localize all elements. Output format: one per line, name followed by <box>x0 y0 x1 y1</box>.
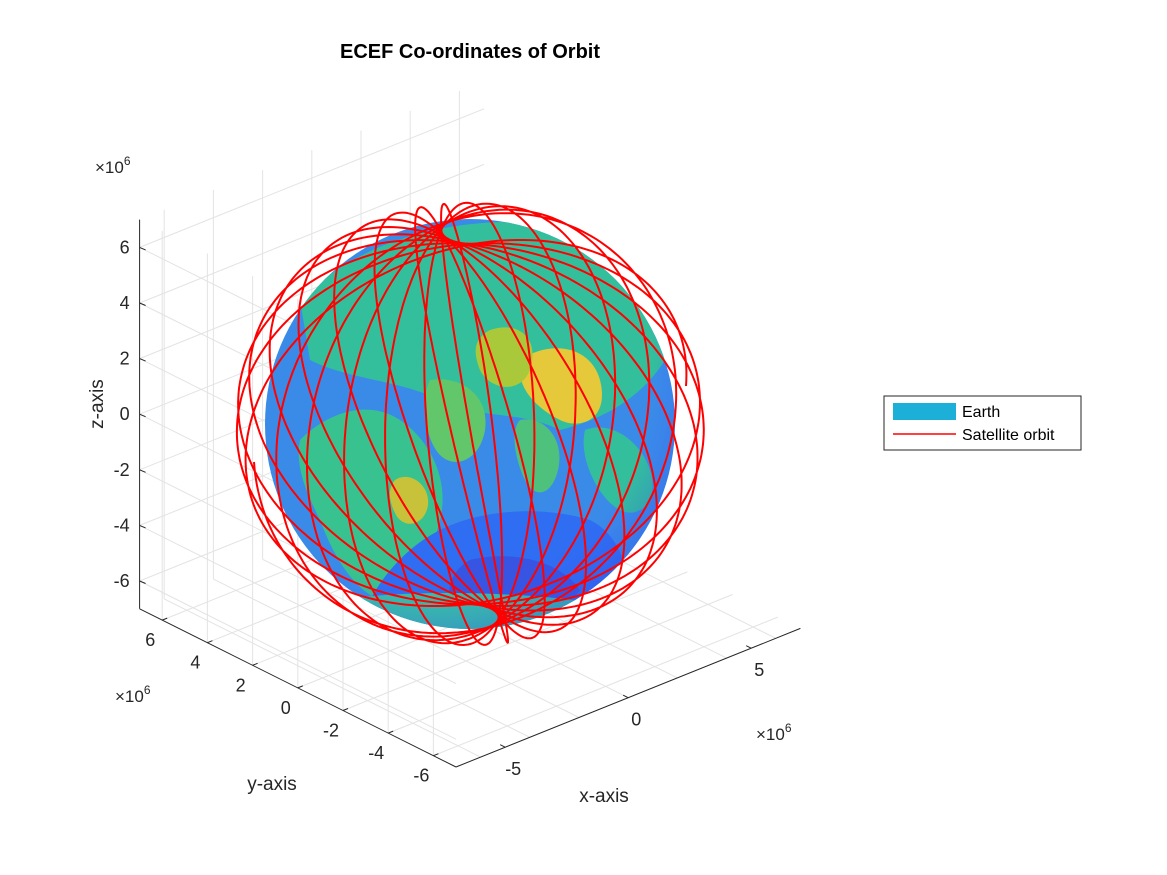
x-tick-mark <box>745 645 752 649</box>
legend-earth-label: Earth <box>962 404 1000 421</box>
y-tick-label: 6 <box>145 630 155 650</box>
x-tick-labels: -5 0 5 <box>499 645 764 779</box>
y-tick-label: 4 <box>190 653 200 673</box>
z-tick-label: -2 <box>114 460 130 480</box>
y-tick-label: -6 <box>413 766 429 786</box>
satellite-orbit-lines <box>235 201 705 647</box>
chart-title: ECEF Co-ordinates of Orbit <box>340 41 600 63</box>
z-tick-label: 4 <box>120 293 130 313</box>
y-tick-mark <box>162 617 168 621</box>
x-exponent-base: ×10 <box>756 725 785 744</box>
y-exponent-base: ×10 <box>115 687 144 706</box>
z-tick-label: 6 <box>120 237 130 257</box>
z-tick-label: -4 <box>114 515 130 535</box>
grid-line <box>139 163 485 304</box>
z-tick-mark <box>139 246 146 251</box>
z-tick-mark <box>139 413 146 418</box>
x-tick-label: 0 <box>631 710 641 730</box>
satellite-orbit-path <box>235 201 705 647</box>
y-exponent-label: ×106 <box>115 683 151 706</box>
z-tick-mark <box>139 469 146 473</box>
y-tick-label: 0 <box>281 698 291 718</box>
y-exponent-power: 6 <box>144 683 151 697</box>
svg-text:×106: ×106 <box>756 721 792 744</box>
z-exponent-base: ×10 <box>95 158 124 177</box>
x-tick-mark <box>499 744 506 748</box>
z-tick-label: -6 <box>114 571 130 591</box>
y-tick-mark <box>388 730 394 734</box>
y-tick-mark <box>207 640 213 644</box>
y-tick-mark <box>342 708 349 711</box>
legend-earth-swatch <box>893 403 956 420</box>
x-tick-mark <box>622 694 629 699</box>
z-exponent-label: ×106 <box>95 154 131 177</box>
x-tick-label: -5 <box>505 759 521 779</box>
z-tick-mark <box>139 524 146 529</box>
grid-line <box>139 108 485 248</box>
y-tick-label: -2 <box>323 721 339 741</box>
legend[interactable]: Earth Satellite orbit <box>883 395 1082 451</box>
z-tick-label: 0 <box>120 404 130 424</box>
x-tick-label: 5 <box>754 660 764 680</box>
y-tick-label: -4 <box>368 743 384 763</box>
y-tick-mark <box>297 685 303 689</box>
x-axis-label: x-axis <box>579 786 629 807</box>
z-tick-mark <box>139 358 146 362</box>
y-tick-label: 2 <box>236 675 246 695</box>
z-axis-label: z-axis <box>87 379 108 429</box>
y-tick-mark <box>433 753 439 757</box>
z-tick-mark <box>139 580 146 584</box>
svg-text:×106: ×106 <box>95 154 131 177</box>
z-exponent-power: 6 <box>124 154 131 168</box>
x-exponent-label: ×106 <box>756 721 792 744</box>
svg-text:×106: ×106 <box>115 683 151 706</box>
y-axis-label: y-axis <box>247 774 297 795</box>
z-tick-mark <box>139 302 146 306</box>
legend-orbit-label: Satellite orbit <box>962 427 1055 444</box>
z-tick-labels: -6 -4 -2 0 2 4 6 <box>114 237 146 591</box>
x-exponent-power: 6 <box>785 721 792 735</box>
z-tick-label: 2 <box>120 349 130 369</box>
y-tick-labels: -6 -4 -2 0 2 4 6 <box>145 617 439 786</box>
y-tick-mark <box>252 662 258 666</box>
